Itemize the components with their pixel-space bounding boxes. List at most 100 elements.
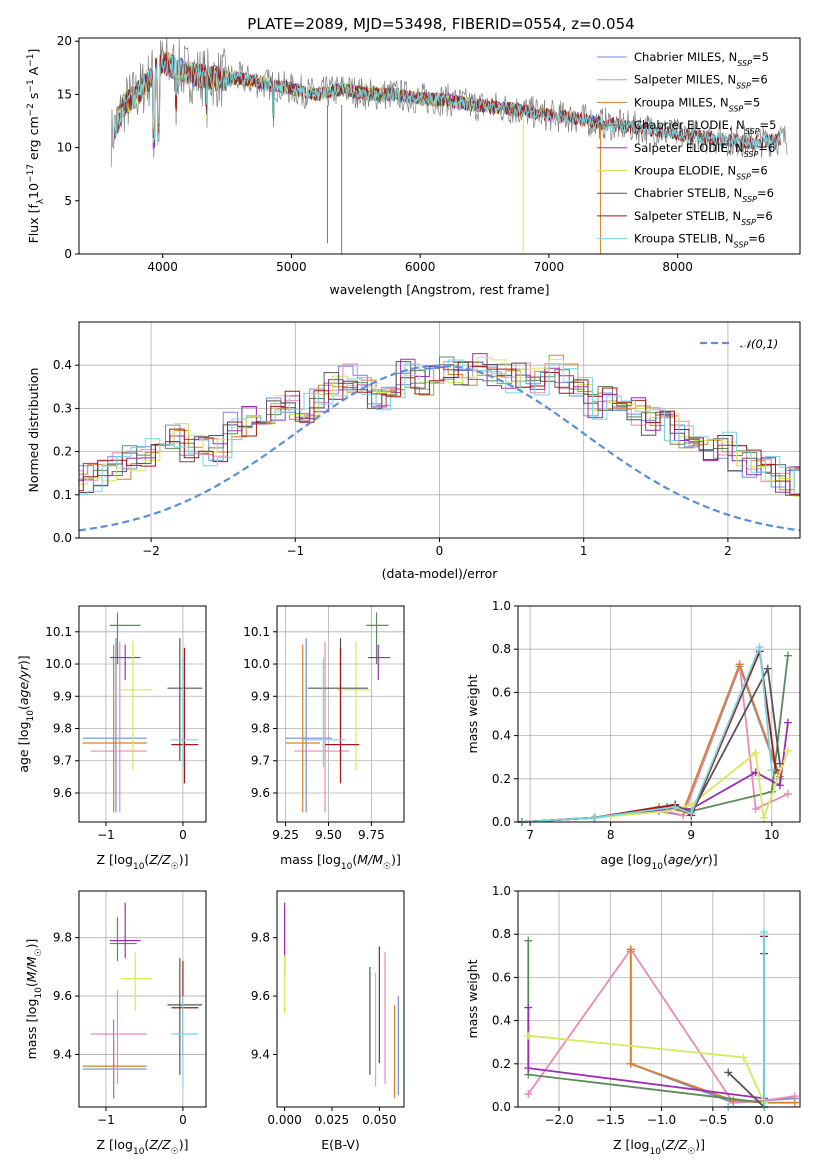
y-tick-label: 9.8 xyxy=(53,931,72,945)
mass-weight-marker xyxy=(524,936,533,945)
mass_vs_EBV-axes: 0.000 0.025 0.050 9.4 9.6 9.8 xyxy=(251,931,397,1127)
spectrum-lines xyxy=(110,38,788,254)
x-tick-label: 8 xyxy=(607,828,615,842)
y-tick-label: 10.0 xyxy=(243,657,270,671)
age_vs_Z-axes: −1 0 9.6 9.7 9.8 9.9 10.0 10.1 xyxy=(45,606,206,842)
mass-weight-line xyxy=(521,646,773,823)
histogram-line xyxy=(79,359,800,495)
mass-weight-marker xyxy=(783,746,792,755)
massweight_vs_Z-frame xyxy=(517,890,801,1108)
histogram-line xyxy=(79,361,800,482)
mass-weight-marker xyxy=(724,1068,733,1077)
mass-weight-marker xyxy=(739,1053,748,1062)
histogram-line xyxy=(79,361,800,496)
mass-weight-line xyxy=(527,940,765,1104)
age_vs_Z-points xyxy=(82,612,203,813)
x-axis-label: E(B-V) xyxy=(321,1137,360,1152)
x-tick-label: −1.0 xyxy=(647,1113,676,1127)
y-tick-label: 0.0 xyxy=(53,531,72,545)
legend-label: Salpeter MILES, NSSP=6 xyxy=(634,73,768,91)
y-tick-label: 5 xyxy=(64,194,72,208)
mass-weight-marker xyxy=(729,1096,738,1105)
legend-label: Salpeter STELIB, NSSP=6 xyxy=(634,209,773,227)
legend-label: Kroupa STELIB, NSSP=6 xyxy=(634,232,765,250)
x-tick-label: 4000 xyxy=(147,260,178,274)
x-tick-label: 10 xyxy=(764,828,779,842)
y-tick-label: 0.2 xyxy=(492,1057,511,1071)
spectrum-frame xyxy=(78,37,801,255)
y-tick-label: 9.8 xyxy=(53,722,72,736)
y-tick-label: 9.6 xyxy=(53,989,72,1003)
x-tick-label: 9.75 xyxy=(358,828,385,842)
histogram-line xyxy=(79,357,800,497)
x-tick-label: 0 xyxy=(179,828,187,842)
y-tick-label: 10.1 xyxy=(243,625,270,639)
y-tick-label: 9.9 xyxy=(53,689,72,703)
x-axis-label: age [log10(age/yr)] xyxy=(600,852,717,872)
mass_vs_Z-points xyxy=(82,902,203,1099)
massweight_vs_age-lines xyxy=(518,643,792,826)
massweight_vs_Z-lines xyxy=(524,928,799,1111)
x-tick-label: 0 xyxy=(179,1113,187,1127)
mass-weight-marker xyxy=(626,1059,635,1068)
y-axis-label: Flux [fλ10−17 erg cm−2 s−1 A−1] xyxy=(26,49,46,244)
legend-label: Chabrier ELODIE, NSSP=5 xyxy=(634,118,776,136)
y-tick-label: 9.6 xyxy=(251,786,270,800)
y-tick-label: 0.2 xyxy=(492,772,511,786)
x-tick-label: 8000 xyxy=(662,260,693,274)
mass-weight-marker xyxy=(759,813,768,822)
y-tick-label: 10.0 xyxy=(45,657,72,671)
y-tick-label: 0.0 xyxy=(492,815,511,829)
x-axis-label: Z [log10(Z/Z☉)] xyxy=(97,852,189,872)
normal-reference-line xyxy=(79,364,800,532)
x-tick-label: 0.000 xyxy=(267,1113,301,1127)
x-axis-label: wavelength [Angstrom, rest frame] xyxy=(329,282,549,297)
residuals-frame xyxy=(78,321,801,539)
mass-weight-marker xyxy=(775,781,784,790)
figure-title: PLATE=2089, MJD=53498, FIBERID=0554, z=0… xyxy=(247,15,634,33)
y-tick-label: 9.4 xyxy=(53,1047,72,1061)
mass-weight-marker xyxy=(783,718,792,727)
y-axis-label: mass weight xyxy=(465,959,480,1038)
mass_vs_Z-frame xyxy=(78,890,207,1108)
histogram-line xyxy=(79,353,800,493)
x-tick-label: −2.0 xyxy=(544,1113,573,1127)
y-tick-label: 9.4 xyxy=(251,1047,270,1061)
y-tick-label: 0.0 xyxy=(492,1100,511,1114)
y-tick-label: 20 xyxy=(57,34,72,48)
mass-weight-line xyxy=(728,936,765,1108)
y-tick-label: 0 xyxy=(64,247,72,261)
spectrum-legend: Chabrier MILES, NSSP=5 Salpeter MILES, NS… xyxy=(597,50,776,249)
mass-weight-marker xyxy=(755,643,764,652)
mass-weight-marker xyxy=(524,1031,533,1040)
y-tick-label: 15 xyxy=(57,87,72,101)
legend-label: Kroupa MILES, NSSP=5 xyxy=(634,95,760,113)
x-tick-label: 9.25 xyxy=(272,828,299,842)
y-tick-label: 0.4 xyxy=(53,358,72,372)
mass-weight-marker xyxy=(767,766,776,775)
legend-label: 𝒩(0,1) xyxy=(740,337,778,351)
y-tick-label: 9.6 xyxy=(251,989,270,1003)
y-tick-label: 0.6 xyxy=(492,970,511,984)
x-tick-label: −1 xyxy=(286,544,304,558)
legend-label: Salpeter ELODIE, NSSP=6 xyxy=(634,141,775,159)
age_vs_mass-frame xyxy=(276,605,405,823)
y-tick-label: 0.4 xyxy=(492,729,511,743)
mass-weight-marker xyxy=(775,759,784,768)
mass-weight-marker xyxy=(751,748,760,757)
spectrum-axes: 4000 5000 6000 7000 8000 0 5 10 15 20 xyxy=(57,34,693,274)
y-tick-label: 0.6 xyxy=(492,685,511,699)
mass-weight-marker xyxy=(760,928,769,937)
y-tick-label: 0.1 xyxy=(53,488,72,502)
histogram-line xyxy=(79,361,800,495)
age_vs_Z-frame xyxy=(78,605,207,823)
x-tick-label: −1 xyxy=(97,1113,115,1127)
mass-weight-marker xyxy=(790,1098,799,1107)
mass-weight-marker xyxy=(524,1090,533,1099)
x-tick-label: −1 xyxy=(97,828,115,842)
mass-weight-marker xyxy=(687,809,696,818)
y-tick-label: 1.0 xyxy=(492,599,511,613)
x-tick-label: 9.50 xyxy=(315,828,342,842)
x-tick-label: 2 xyxy=(724,544,732,558)
massweight_vs_Z-axes: −2.0 −1.5 −1.0 −0.5 0.0 0.0 0.2 0.4 0.6 0.8 1.0 xyxy=(492,884,800,1127)
